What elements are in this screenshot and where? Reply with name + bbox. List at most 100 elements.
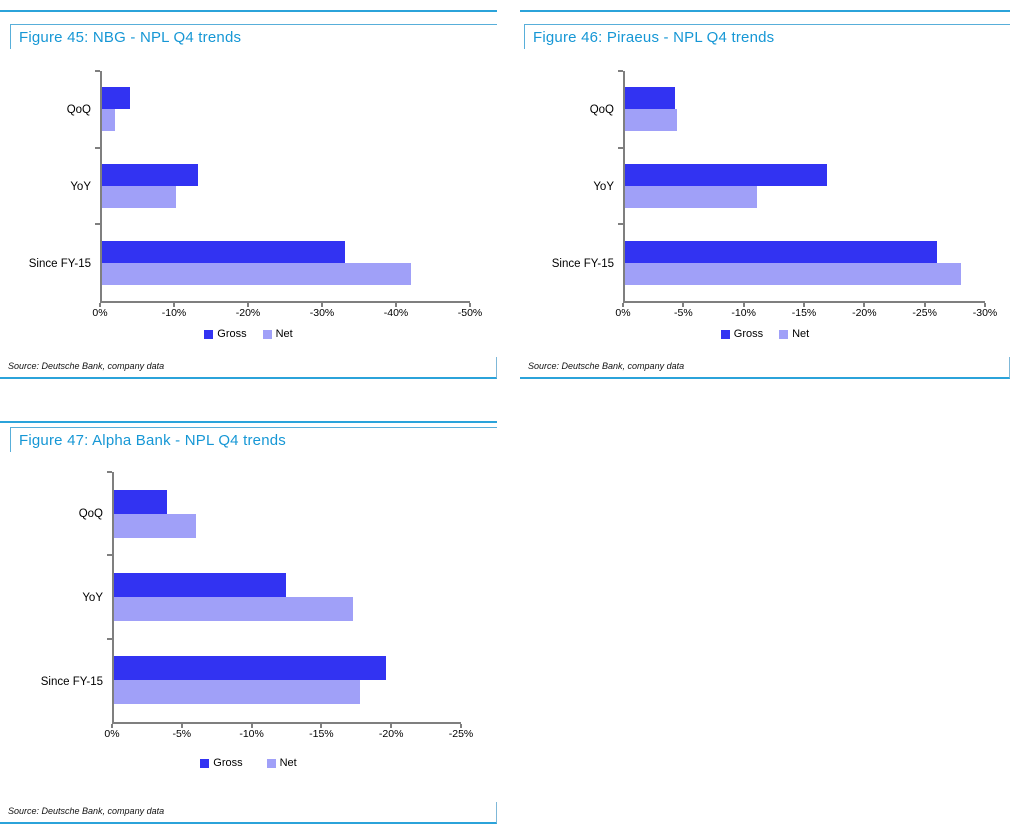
legend-item-net: Net — [779, 328, 809, 340]
y-tick-mark — [107, 637, 112, 640]
figure-title-box: Figure 45: NBG - NPL Q4 trends — [10, 24, 497, 49]
bar-gross-yoy — [625, 164, 827, 186]
source-box: Source: Deutsche Bank, company data — [0, 357, 497, 379]
category-label-yoy: YoY — [593, 180, 614, 193]
legend-label-gross: Gross — [733, 328, 764, 340]
category-label-qoq: QoQ — [589, 103, 614, 116]
legend-label-net: Net — [792, 328, 810, 340]
x-tick-mark — [682, 303, 685, 307]
source-text: Source: Deutsche Bank, company data — [8, 806, 165, 816]
x-tick-mark — [622, 303, 624, 307]
x-tick-mark — [111, 724, 113, 728]
y-tick-mark — [107, 471, 112, 473]
y-tick-mark — [107, 554, 112, 557]
x-tick-label: -20% — [378, 728, 404, 740]
x-tick-label: -30% — [309, 307, 335, 319]
category-axis: QoQ YoY Since FY-15 — [520, 71, 623, 303]
bar-group-qoq — [114, 472, 461, 555]
bar-gross-qoq — [102, 87, 130, 110]
legend-item-net: Net — [262, 328, 293, 340]
plot-area — [618, 70, 985, 303]
legend-swatch-gross — [200, 758, 210, 768]
panel-top-rule — [0, 421, 497, 423]
legend-label-net: Net — [275, 328, 293, 340]
x-tick-label: -20% — [235, 307, 261, 319]
source-box: Source: Deutsche Bank, company data — [0, 802, 497, 824]
bar-chart: QoQ YoY Since FY-15 — [0, 70, 497, 303]
figure-title: Figure 45: NBG - NPL Q4 trends — [19, 29, 242, 46]
plot-area — [107, 471, 461, 724]
bar-net-yoy — [114, 596, 353, 621]
figure-46-panel: Figure 46: Piraeus - NPL Q4 trends QoQ Yo… — [520, 10, 1010, 379]
x-tick-label: -25% — [448, 728, 474, 740]
plot-area — [95, 70, 470, 303]
bar-group-yoy — [114, 555, 461, 638]
x-tick-mark — [923, 303, 926, 307]
x-tick-mark — [321, 303, 323, 307]
legend-swatch-gross — [204, 329, 214, 339]
bar-net-yoy — [102, 186, 176, 208]
x-tick-mark — [250, 724, 253, 728]
y-tick-mark — [618, 70, 623, 72]
bar-gross-since-fy-15 — [625, 240, 937, 263]
panel-top-rule — [0, 10, 497, 12]
category-label-since-fy-15: Since FY-15 — [551, 258, 614, 271]
bar-chart: QoQ YoY Since FY-15 — [520, 70, 1010, 303]
category-label-yoy: YoY — [82, 592, 103, 604]
legend-label-net: Net — [279, 757, 297, 769]
legend-swatch-net — [779, 329, 789, 339]
figure-title: Figure 46: Piraeus - NPL Q4 trends — [533, 29, 775, 46]
category-axis: QoQ YoY Since FY-15 — [0, 71, 100, 303]
x-axis: 0% -5% -10% -15% -20% -25% — [104, 724, 473, 742]
bar-net-qoq — [102, 109, 116, 132]
x-tick-mark — [984, 303, 986, 307]
bar-gross-yoy — [102, 164, 198, 186]
x-tick-mark — [863, 303, 866, 307]
source-text: Source: Deutsche Bank, company data — [8, 361, 165, 371]
x-tick-mark — [180, 724, 183, 728]
legend-swatch-gross — [720, 329, 730, 339]
legend-item-gross: Gross — [200, 757, 243, 769]
x-tick-mark — [803, 303, 805, 307]
figure-title-box: Figure 46: Piraeus - NPL Q4 trends — [524, 24, 1010, 49]
bar-net-since-fy-15 — [114, 680, 360, 705]
x-tick-mark — [173, 303, 175, 307]
x-axis: 0% -10% -20% -30% -40% -50% — [92, 303, 482, 321]
legend-item-net: Net — [266, 757, 297, 769]
category-label-qoq: QoQ — [78, 508, 103, 520]
category-label-yoy: YoY — [70, 180, 91, 193]
x-tick-label: -20% — [852, 307, 877, 319]
source-text: Source: Deutsche Bank, company data — [528, 361, 685, 371]
figure-47-panel: Figure 47: Alpha Bank - NPL Q4 trends Qo… — [0, 421, 497, 824]
x-tick-label: -10% — [239, 728, 264, 740]
legend-item-gross: Gross — [204, 328, 247, 340]
x-tick-mark — [390, 724, 393, 728]
bar-group-since-fy-15 — [102, 224, 470, 301]
panel-top-rule — [520, 10, 1010, 12]
legend-swatch-net — [262, 329, 272, 339]
bar-net-since-fy-15 — [625, 262, 961, 285]
y-tick-mark — [95, 70, 100, 72]
category-axis: QoQ YoY Since FY-15 — [0, 472, 112, 724]
y-tick-mark — [95, 223, 100, 226]
bar-gross-since-fy-15 — [102, 240, 345, 263]
x-tick-label: -10% — [161, 307, 187, 319]
x-tick-mark — [460, 724, 462, 728]
x-tick-label: -10% — [731, 307, 756, 319]
x-tick-label: -25% — [912, 307, 937, 319]
bar-group-yoy — [102, 148, 470, 225]
legend-label-gross: Gross — [213, 757, 243, 769]
y-tick-mark — [618, 146, 623, 149]
category-label-since-fy-15: Since FY-15 — [40, 676, 103, 688]
bar-gross-yoy — [114, 572, 287, 597]
x-tick-label: -5% — [673, 307, 693, 319]
bar-gross-qoq — [114, 489, 167, 514]
x-tick-label: 0% — [92, 307, 108, 319]
figure-45-panel: Figure 45: NBG - NPL Q4 trends QoQ YoY Sin… — [0, 10, 497, 379]
x-tick-label: -30% — [972, 307, 998, 319]
x-tick-label: -50% — [457, 307, 483, 319]
figure-title: Figure 47: Alpha Bank - NPL Q4 trends — [19, 432, 286, 449]
bar-chart: QoQ YoY Since FY-15 — [0, 471, 497, 724]
legend: Gross Net — [0, 757, 497, 769]
x-axis: 0% -5% -10% -15% -20% -25% -30% — [615, 303, 997, 321]
